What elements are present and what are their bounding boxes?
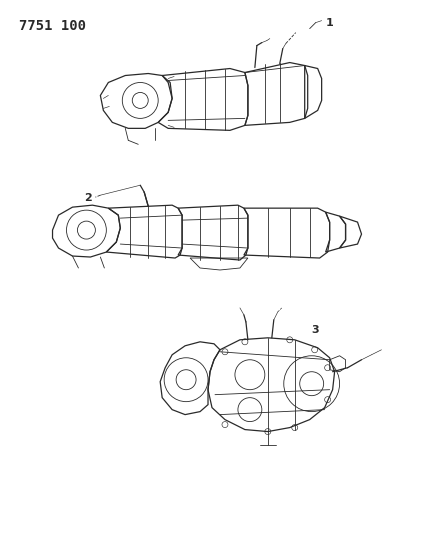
Text: 3: 3 [312, 325, 319, 335]
Text: 1: 1 [326, 18, 333, 28]
Text: 7751 100: 7751 100 [19, 19, 86, 33]
Text: 2: 2 [85, 193, 92, 203]
